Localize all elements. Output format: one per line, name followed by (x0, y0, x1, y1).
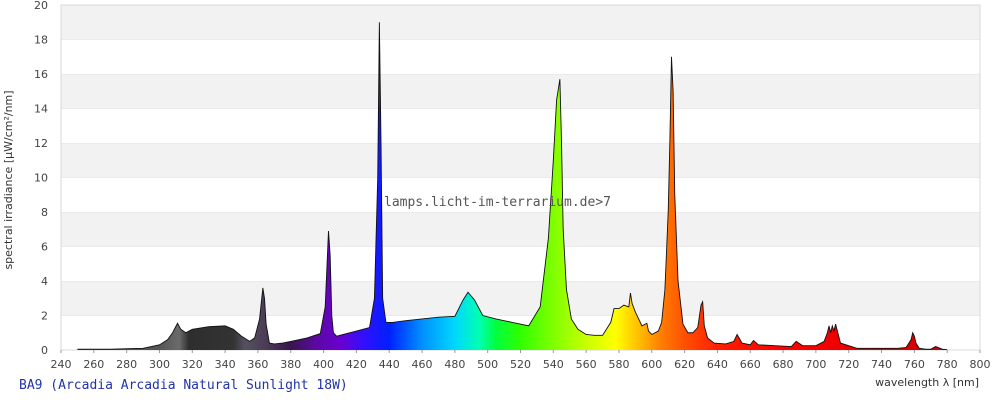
y-tick-label: 8 (41, 206, 48, 219)
x-tick-label: 740 (871, 358, 892, 371)
spectrum-series (77, 22, 948, 350)
x-tick-label: 260 (83, 358, 104, 371)
grid-band (61, 246, 980, 281)
y-tick-label: 20 (34, 0, 48, 12)
grid-band (61, 5, 980, 40)
x-tick-label: 700 (805, 358, 826, 371)
x-tick-label: 680 (773, 358, 794, 371)
x-axis-label: wavelength λ [nm] (875, 376, 979, 389)
y-axis-ticks: 0 2 4 6 8 10 12 14 16 18 20 (34, 0, 48, 357)
lamp-name: BA9 (Arcadia Arcadia Natural Sunlight 18… (19, 378, 348, 393)
x-tick-label: 340 (215, 358, 236, 371)
x-tick-label: 560 (576, 358, 597, 371)
y-tick-label: 18 (34, 34, 48, 47)
grid-band (61, 143, 980, 178)
x-tick-label: 540 (543, 358, 564, 371)
x-tick-label: 720 (838, 358, 859, 371)
grid-band (61, 177, 980, 212)
x-tick-label: 400 (313, 358, 334, 371)
x-tick-label: 480 (444, 358, 465, 371)
y-tick-label: 0 (41, 344, 48, 357)
x-tick-label: 580 (608, 358, 629, 371)
x-tick-label: 500 (477, 358, 498, 371)
y-axis-label: spectral irradiance [µW/cm²/nm] (2, 90, 15, 269)
watermark: lamps.licht-im-terrarium.de>7 (384, 195, 611, 210)
grid-band (61, 108, 980, 143)
x-tick-label: 440 (379, 358, 400, 371)
x-tick-label: 520 (510, 358, 531, 371)
x-tick-label: 380 (280, 358, 301, 371)
y-tick-label: 16 (34, 68, 48, 81)
grid-band (61, 281, 980, 316)
x-tick-label: 640 (707, 358, 728, 371)
x-tick-label: 760 (904, 358, 925, 371)
y-tick-label: 6 (41, 241, 48, 254)
grid-band (61, 212, 980, 247)
grid-band (61, 74, 980, 109)
x-tick-label: 620 (674, 358, 695, 371)
y-tick-label: 10 (34, 172, 48, 185)
y-tick-label: 14 (34, 103, 48, 116)
x-tick-label: 800 (970, 358, 991, 371)
y-tick-label: 4 (41, 275, 48, 288)
y-tick-label: 2 (41, 310, 48, 323)
x-tick-label: 320 (182, 358, 203, 371)
grid-bands (61, 4, 980, 350)
x-axis-ticks: 240 260 280 300 320 340 360 380 400 420 440 460 480 5… (51, 350, 991, 371)
spectrum-outline (77, 22, 948, 350)
y-tick-label: 12 (34, 137, 48, 150)
x-tick-label: 280 (116, 358, 137, 371)
x-tick-label: 780 (937, 358, 958, 371)
x-tick-label: 300 (149, 358, 170, 371)
x-tick-label: 660 (740, 358, 761, 371)
x-tick-label: 600 (641, 358, 662, 371)
grid-band (61, 39, 980, 74)
x-tick-label: 420 (346, 358, 367, 371)
x-tick-label: 360 (247, 358, 268, 371)
x-tick-label: 240 (51, 358, 72, 371)
x-tick-label: 460 (412, 358, 433, 371)
